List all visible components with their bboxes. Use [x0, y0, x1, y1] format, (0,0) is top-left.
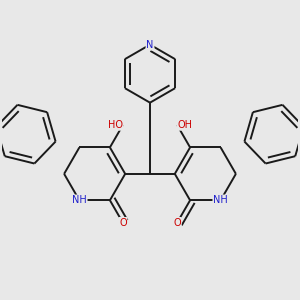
Text: NH: NH — [213, 195, 228, 205]
Text: NH: NH — [72, 195, 87, 205]
Text: O: O — [119, 218, 127, 228]
Text: O: O — [173, 218, 181, 228]
Text: OH: OH — [177, 120, 192, 130]
Text: N: N — [146, 40, 154, 50]
Text: HO: HO — [108, 120, 123, 130]
